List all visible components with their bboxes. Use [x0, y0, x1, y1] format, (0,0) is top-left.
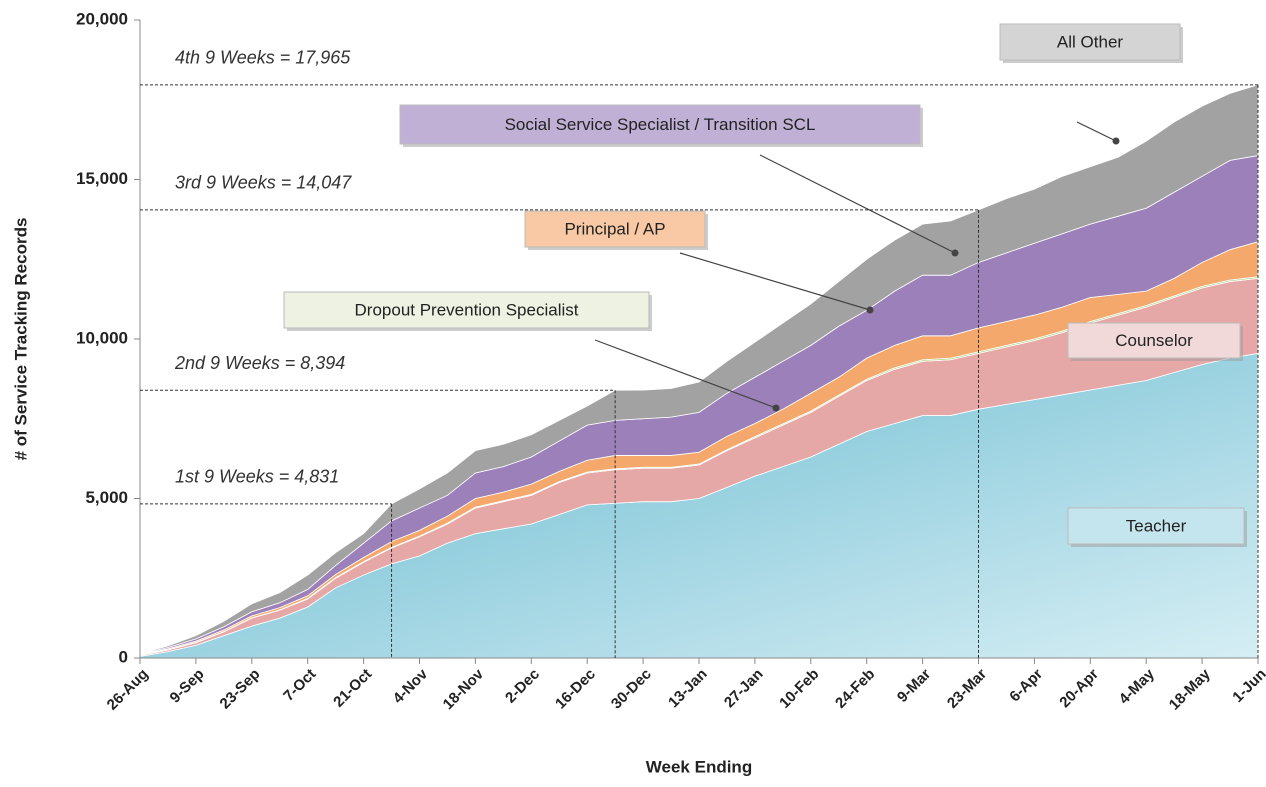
- x-tick-label: 26-Aug: [104, 666, 152, 714]
- legend-label: Social Service Specialist / Transition S…: [505, 115, 816, 134]
- legend-label: Dropout Prevention Specialist: [355, 300, 579, 319]
- legend-label: Counselor: [1115, 331, 1193, 350]
- x-tick-label: 1-Jun: [1229, 666, 1266, 706]
- x-tick-label: 13-Jan: [665, 666, 711, 712]
- x-tick-label: 9-Mar: [894, 666, 934, 706]
- x-tick-label: 27-Jan: [721, 666, 767, 712]
- leader-dot: [1112, 137, 1120, 145]
- annotation: 4th 9 Weeks = 17,965: [175, 48, 351, 68]
- legend-label: Teacher: [1126, 516, 1187, 535]
- x-tick-label: 16-Dec: [552, 666, 599, 713]
- legend-box: [1067, 322, 1241, 359]
- leader-dot: [866, 306, 874, 314]
- leader-line: [759, 154, 956, 254]
- y-tick-label: 10,000: [76, 328, 128, 347]
- legend-box: [524, 210, 706, 248]
- leader-line: [679, 252, 871, 311]
- leader-line: [594, 339, 777, 409]
- legend-box: [999, 23, 1181, 61]
- x-tick-label: 18-Nov: [440, 665, 488, 713]
- legend-label: Principal / AP: [564, 219, 665, 238]
- x-tick-label: 18-May: [1166, 665, 1214, 713]
- y-tick-label: 20,000: [76, 9, 128, 28]
- annotation: 1st 9 Weeks = 4,831: [175, 467, 339, 487]
- x-tick-label: 10-Feb: [776, 666, 822, 712]
- leader-line: [1076, 121, 1117, 142]
- y-tick-label: 0: [119, 647, 128, 666]
- annotation: 2nd 9 Weeks = 8,394: [174, 353, 345, 373]
- x-tick-label: 6-Apr: [1006, 666, 1046, 706]
- legend-box: [283, 291, 650, 329]
- legend-box: [399, 104, 921, 145]
- x-tick-label: 24-Feb: [832, 666, 878, 712]
- x-axis-title: Week Ending: [646, 757, 752, 776]
- x-tick-label: 2-Dec: [502, 666, 543, 707]
- x-tick-label: 9-Sep: [167, 666, 208, 707]
- x-tick-label: 20-Apr: [1056, 666, 1102, 712]
- x-tick-label: 4-May: [1116, 665, 1159, 708]
- legend-box: [1067, 507, 1245, 545]
- leader-dot: [951, 249, 959, 257]
- leader-dot: [772, 404, 780, 412]
- x-tick-label: 4-Nov: [390, 665, 432, 707]
- y-tick-label: 5,000: [85, 488, 128, 507]
- legend-label: All Other: [1057, 32, 1123, 51]
- x-tick-label: 21-Oct: [330, 666, 375, 711]
- x-tick-label: 30-Dec: [608, 666, 655, 713]
- y-axis-title: # of Service Tracking Records: [11, 218, 30, 461]
- y-tick-label: 15,000: [76, 169, 128, 188]
- x-tick-label: 23-Sep: [217, 666, 264, 713]
- x-tick-label: 23-Mar: [944, 666, 990, 712]
- annotation: 3rd 9 Weeks = 14,047: [175, 173, 352, 193]
- x-tick-label: 7-Oct: [280, 666, 319, 705]
